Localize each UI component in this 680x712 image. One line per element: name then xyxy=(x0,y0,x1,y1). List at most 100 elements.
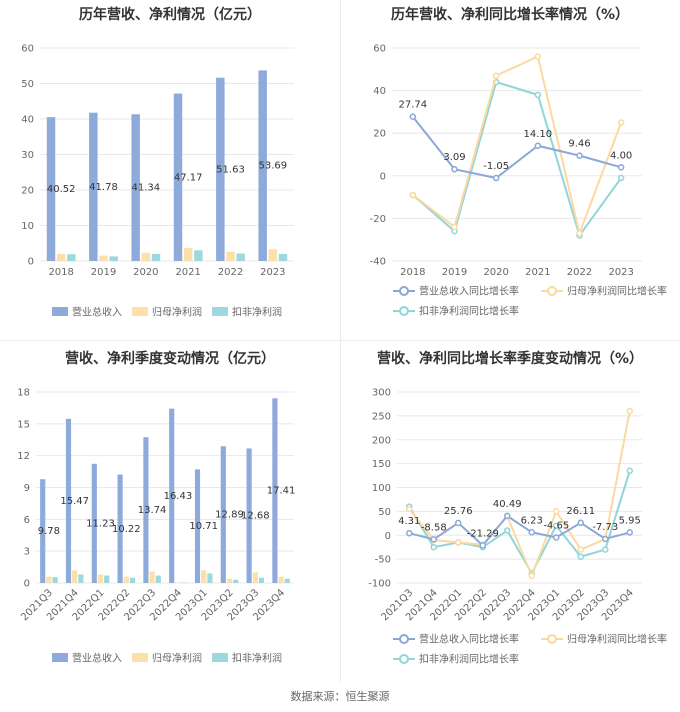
legend-swatch xyxy=(212,653,228,662)
data-label: 5.95 xyxy=(619,515,641,526)
bar xyxy=(99,255,108,261)
legend-label: 营业总收入 xyxy=(72,652,122,665)
legend-label: 扣非净利润 xyxy=(232,652,282,665)
data-label: 14.10 xyxy=(524,129,553,140)
data-point xyxy=(504,512,511,520)
legend-swatch xyxy=(132,307,148,316)
data-point xyxy=(504,527,511,534)
bar xyxy=(183,247,193,261)
bar xyxy=(40,479,46,583)
data-point xyxy=(553,522,560,529)
bar xyxy=(129,577,136,583)
data-label: 10.22 xyxy=(112,524,141,535)
bar xyxy=(131,114,140,261)
data-point xyxy=(492,174,500,182)
series-line xyxy=(412,116,622,180)
x-tick-label: 2020 xyxy=(133,267,158,278)
data-point xyxy=(409,191,417,199)
legend-label: 扣非净利润 xyxy=(232,306,282,319)
data-label: 40.49 xyxy=(493,499,522,510)
bar xyxy=(67,254,76,261)
data-point xyxy=(577,553,584,560)
x-tick-label: 2021 xyxy=(525,267,550,278)
y-tick-label: 40 xyxy=(373,86,386,97)
bar xyxy=(258,70,267,261)
legend-label: 营业总收入同比增长率 xyxy=(419,285,519,298)
bar xyxy=(143,437,149,583)
bar xyxy=(91,463,97,583)
y-tick-label: 0 xyxy=(385,531,391,542)
legend-marker xyxy=(399,654,409,664)
legend-marker xyxy=(547,634,557,644)
data-point xyxy=(626,407,633,415)
y-tick-label: 12 xyxy=(17,451,30,462)
y-tick-label: -20 xyxy=(370,214,386,225)
bar xyxy=(252,572,258,583)
bar xyxy=(123,576,129,583)
y-tick-label: 30 xyxy=(21,150,34,161)
legend-marker xyxy=(399,306,409,316)
y-tick-label: 250 xyxy=(372,411,391,422)
bar xyxy=(72,570,78,583)
data-point xyxy=(534,53,542,60)
bar xyxy=(201,570,207,583)
legend-label: 扣非净利润同比增长率 xyxy=(419,653,519,666)
data-point xyxy=(576,230,583,237)
bar xyxy=(65,418,72,583)
data-point xyxy=(576,152,583,159)
bar xyxy=(233,579,239,583)
data-point xyxy=(451,165,458,173)
y-tick-label: 0 xyxy=(380,171,386,182)
legend-label: 扣非净利润同比增长率 xyxy=(419,305,519,318)
series-line xyxy=(412,55,623,237)
data-label: 15.47 xyxy=(60,496,89,507)
legend-swatch xyxy=(212,307,228,316)
series-line xyxy=(409,514,631,547)
data-label: 9.46 xyxy=(568,139,590,150)
data-point xyxy=(553,534,560,541)
data-point xyxy=(492,72,500,79)
bar xyxy=(151,253,161,261)
data-point xyxy=(617,164,625,171)
data-label: 27.74 xyxy=(399,100,428,111)
data-label: -7.73 xyxy=(592,522,618,533)
y-tick-label: 50 xyxy=(378,507,391,518)
legend-label: 营业总收入 xyxy=(72,306,122,319)
legend-label: 归母净利润 xyxy=(152,306,202,319)
bar xyxy=(236,253,245,261)
horizontal-divider xyxy=(0,340,680,341)
x-tick-label: 2019 xyxy=(91,267,116,278)
bar xyxy=(284,578,290,583)
data-point xyxy=(406,529,413,537)
bar xyxy=(226,578,233,583)
data-label: 17.41 xyxy=(267,486,296,497)
x-tick-label: 2019 xyxy=(442,267,467,278)
y-tick-label: -100 xyxy=(368,579,391,590)
y-tick-label: 18 xyxy=(17,388,30,399)
data-point xyxy=(534,91,542,99)
bar xyxy=(216,77,225,261)
bar xyxy=(258,577,265,583)
bar xyxy=(104,575,110,583)
y-tick-label: 0 xyxy=(28,257,34,268)
bar xyxy=(194,250,203,261)
data-point xyxy=(626,529,633,536)
data-point xyxy=(479,542,486,549)
data-point xyxy=(451,223,458,231)
y-tick-label: 15 xyxy=(17,419,30,430)
data-label: 4.00 xyxy=(610,150,632,161)
bar xyxy=(46,576,52,583)
x-tick-label: 2022 xyxy=(567,267,592,278)
bar xyxy=(272,398,278,583)
chart-title-quarterly-revenue: 营收、净利季度变动情况（亿元） xyxy=(65,351,275,367)
chart-title-annual-growth: 历年营收、净利同比增长率情况（%） xyxy=(390,7,630,23)
data-point xyxy=(577,546,584,553)
data-label: 11.23 xyxy=(86,518,115,529)
legend-label: 营业总收入同比增长率 xyxy=(419,633,519,646)
vertical-divider xyxy=(340,0,341,682)
bar xyxy=(169,408,175,583)
y-tick-label: 3 xyxy=(24,547,30,558)
bar xyxy=(46,117,56,262)
y-tick-label: 200 xyxy=(372,435,391,446)
